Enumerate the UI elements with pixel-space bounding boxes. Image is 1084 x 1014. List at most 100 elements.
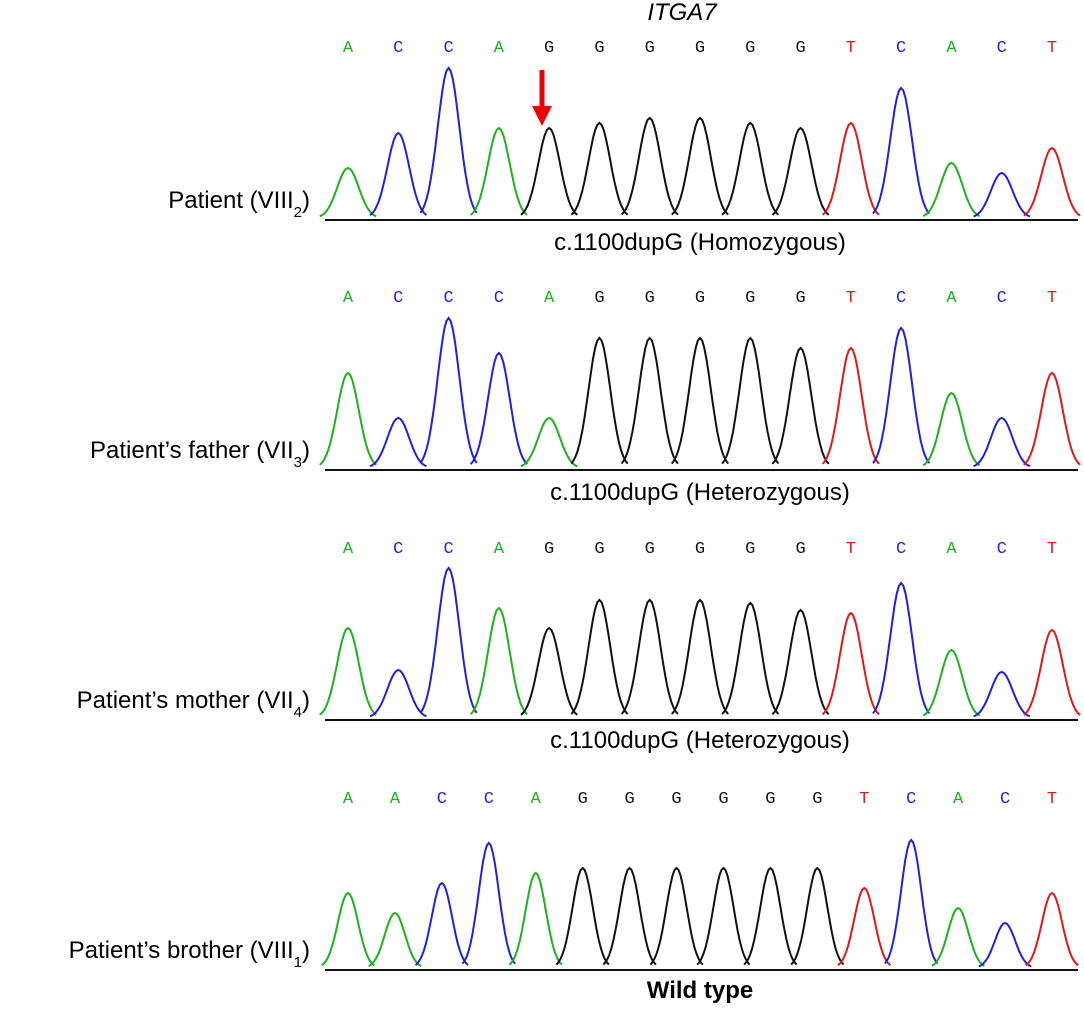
peak	[872, 581, 931, 714]
base-call: A	[494, 540, 505, 559]
base-call: C	[494, 289, 504, 308]
peak	[369, 416, 427, 468]
peak	[821, 346, 880, 465]
base-call: A	[946, 39, 957, 58]
base-call: G	[671, 790, 681, 809]
peak	[602, 866, 657, 966]
base-call: C	[393, 540, 403, 559]
peak	[1023, 146, 1081, 217]
peak	[461, 841, 516, 965]
chromatogram-panel: A C C C A G G G G G T C A C T Patient’s father (VII3) c.…	[90, 289, 1081, 506]
peak	[872, 86, 931, 215]
label-text: Patient’s father (VII	[90, 437, 294, 464]
base-call: G	[594, 289, 604, 308]
peak	[822, 121, 880, 216]
gene-name: ITGA7	[647, 0, 718, 26]
peak	[671, 116, 729, 216]
peak	[649, 866, 704, 966]
label-subscript: 1	[294, 954, 302, 971]
peak	[508, 871, 563, 966]
peak	[319, 166, 377, 218]
base-call: G	[695, 289, 705, 308]
peak	[620, 598, 679, 715]
sample-label: Patient’s brother (VIII1)	[69, 937, 310, 971]
base-call: G	[578, 790, 588, 809]
base-call: G	[544, 39, 554, 58]
peak	[743, 866, 798, 966]
label-subscript: 2	[294, 204, 302, 221]
peak	[368, 911, 422, 967]
label-suffix: )	[302, 187, 310, 214]
base-call: G	[812, 790, 822, 809]
base-call: G	[745, 540, 755, 559]
genotype-caption: c.1100dupG (Homozygous)	[554, 229, 846, 256]
peak	[884, 838, 939, 965]
base-call: G	[645, 289, 655, 308]
base-call: T	[859, 790, 869, 809]
peak	[973, 670, 1031, 718]
genotype-caption: c.1100dupG (Heterozygous)	[550, 727, 850, 754]
peak	[319, 371, 377, 466]
peak	[319, 626, 377, 716]
peak	[369, 131, 428, 216]
base-call: A	[343, 39, 354, 58]
base-call: G	[765, 790, 775, 809]
chromatogram-panel: A A C C A G G G G G G T C A C T Patient’s brother (VIII1…	[69, 790, 1079, 1004]
base-call: C	[437, 790, 447, 809]
label-text: Patient’s mother (VII	[77, 687, 294, 714]
peak	[721, 121, 780, 216]
base-call: G	[795, 39, 805, 58]
peak	[520, 126, 578, 216]
chromatogram-panel: A C C A G G G G G G T C A C T Patient (VIII2) c.1100dupG…	[168, 39, 1081, 256]
peak	[922, 648, 981, 717]
base-call: G	[745, 289, 755, 308]
peak	[978, 921, 1032, 968]
label-subscript: 3	[294, 454, 302, 471]
base-call: G	[745, 39, 755, 58]
peak	[414, 881, 469, 966]
base-call: A	[343, 790, 354, 809]
peak	[620, 336, 679, 465]
peak	[771, 346, 830, 465]
base-call: T	[1047, 39, 1057, 58]
peak	[931, 906, 985, 967]
peak	[1025, 891, 1079, 967]
peak	[973, 416, 1031, 468]
chromatogram-panel: A C C A G G G G G G T C A C T Patient’s mother (VII4) c.…	[77, 540, 1081, 754]
base-call: C	[906, 790, 916, 809]
base-call: C	[997, 39, 1007, 58]
base-call: C	[1000, 790, 1010, 809]
peak	[419, 566, 478, 714]
base-call: A	[390, 790, 401, 809]
peak	[790, 866, 845, 966]
base-call: T	[1047, 289, 1057, 308]
base-call: A	[544, 289, 555, 308]
base-call: G	[624, 790, 634, 809]
base-call: A	[494, 39, 505, 58]
base-call: C	[393, 39, 403, 58]
base-call: G	[645, 540, 655, 559]
peak	[721, 336, 780, 465]
peak	[321, 891, 375, 967]
peak	[570, 121, 629, 216]
base-call: C	[484, 790, 494, 809]
base-call: G	[795, 289, 805, 308]
genotype-caption: Wild type	[647, 977, 753, 1004]
peak	[570, 336, 629, 465]
peak	[419, 66, 478, 214]
base-call: A	[946, 289, 957, 308]
label-suffix: )	[302, 937, 310, 964]
peak	[520, 416, 578, 468]
peak	[922, 391, 981, 467]
base-call: C	[997, 289, 1007, 308]
peak	[671, 598, 729, 715]
base-call: A	[946, 540, 957, 559]
sample-label: Patient’s mother (VII4)	[77, 687, 310, 721]
label-suffix: )	[302, 437, 310, 464]
sample-label: Patient (VIII2)	[168, 187, 310, 221]
base-call: A	[343, 289, 354, 308]
label-suffix: )	[302, 687, 310, 714]
peak	[721, 601, 780, 715]
peak	[620, 116, 679, 216]
